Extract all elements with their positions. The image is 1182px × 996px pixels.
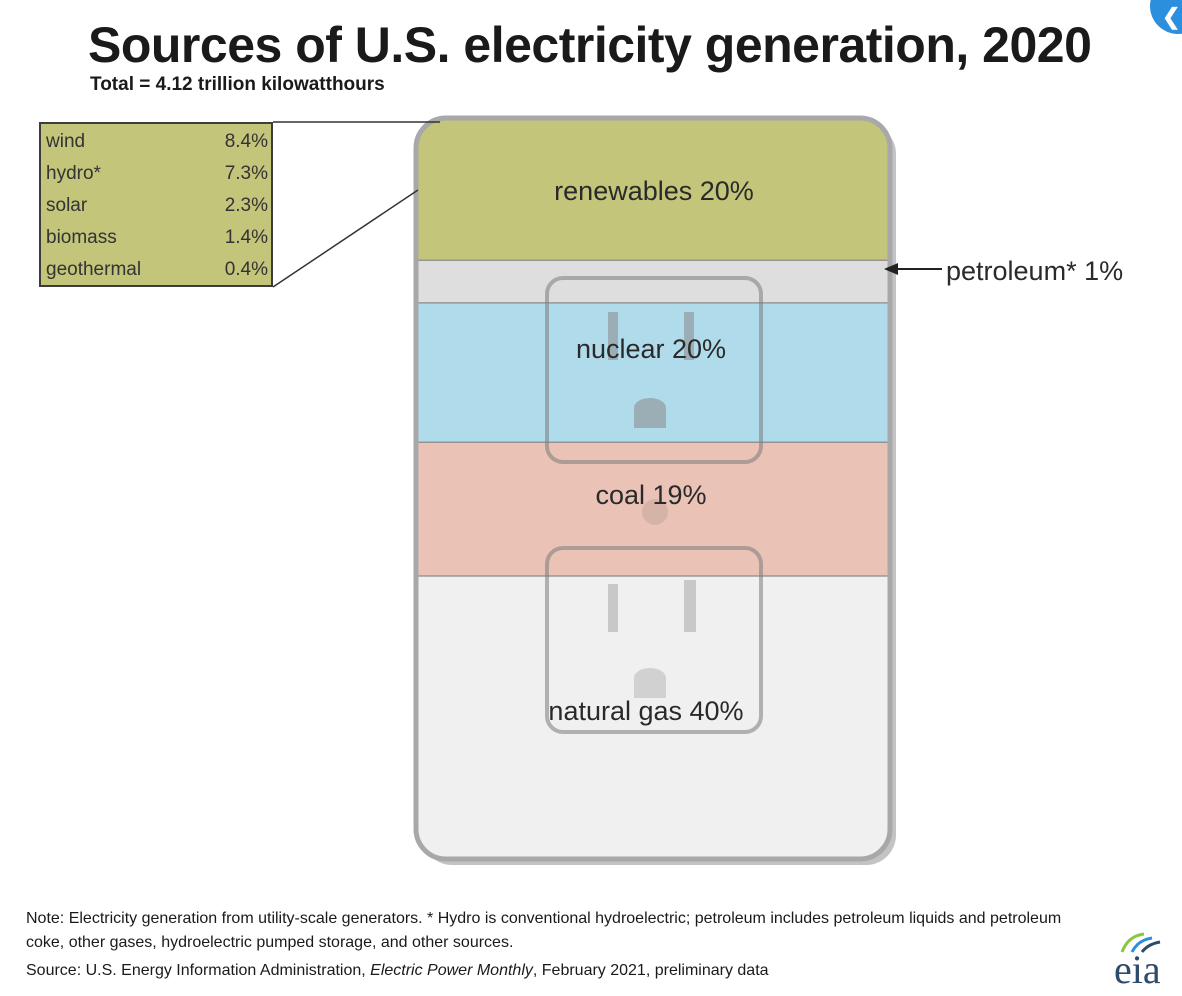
breakdown-row: biomass 1.4% [41, 220, 271, 252]
source-prefix: Source: U.S. Energy Information Administ… [26, 962, 371, 979]
socket-bottom-right-slot [684, 580, 696, 632]
socket-bottom-ground [634, 668, 666, 698]
source-suffix: , February 2021, preliminary data [532, 962, 769, 979]
socket-bottom-left-slot [608, 584, 618, 632]
chart-title: Sources of U.S. electricity generation, … [88, 17, 1092, 73]
breakdown-value: 7.3% [224, 163, 268, 184]
breakdown-name: geothermal [46, 259, 142, 280]
outlet-sockets [545, 276, 763, 734]
petroleum-label: petroleum* 1% [946, 256, 1124, 286]
breakdown-row: solar 2.3% [41, 188, 271, 220]
natural-gas-label: natural gas 40% [548, 696, 744, 726]
breakdown-leader-bottom [272, 189, 419, 288]
segment-natural-gas [416, 575, 890, 859]
breakdown-value: 2.3% [224, 195, 268, 216]
breakdown-value: 0.4% [224, 259, 268, 280]
socket-top-right-slot [684, 312, 694, 360]
segment-petroleum [416, 260, 890, 304]
chart-subtitle: Total = 4.12 trillion kilowatthours [90, 74, 385, 95]
nuclear-label: nuclear 20% [575, 334, 727, 364]
breakdown-value: 1.4% [224, 227, 268, 248]
screw-icon [642, 499, 668, 525]
socket-bottom-outline [545, 546, 763, 734]
socket-top-outline [545, 276, 763, 464]
breakdown-name: biomass [46, 227, 117, 248]
arrow-icon [884, 263, 898, 275]
footnote: Note: Electricity generation from utilit… [26, 910, 1062, 951]
plate-border [413, 115, 893, 862]
source-line: Source: U.S. Energy Information Administ… [26, 962, 769, 980]
breakdown-row: hydro* 7.3% [41, 156, 271, 188]
renewables-breakdown-table: wind 8.4% hydro* 7.3% solar 2.3% biomass… [39, 122, 273, 287]
breakdown-row: geothermal 0.4% [41, 252, 271, 284]
socket-top-left-slot [608, 312, 618, 360]
socket-top-ground [634, 398, 666, 428]
logo-arcs-icon [1120, 932, 1161, 953]
coal-label: coal 19% [595, 480, 707, 510]
breakdown-name: wind [46, 131, 86, 152]
segment-renewables [416, 118, 890, 261]
breakdown-value: 8.4% [224, 131, 268, 152]
logo-text: eia [1114, 947, 1161, 992]
breakdown-name: hydro* [46, 163, 101, 184]
breakdown-row: wind 8.4% [41, 124, 271, 156]
breakdown-name: solar [46, 195, 88, 216]
renewables-label: renewables 20% [554, 176, 754, 206]
eia-logo: eia [1110, 932, 1172, 992]
source-publication: Electric Power Monthly [370, 962, 533, 979]
chevron-icon: ❮ [1162, 4, 1181, 29]
